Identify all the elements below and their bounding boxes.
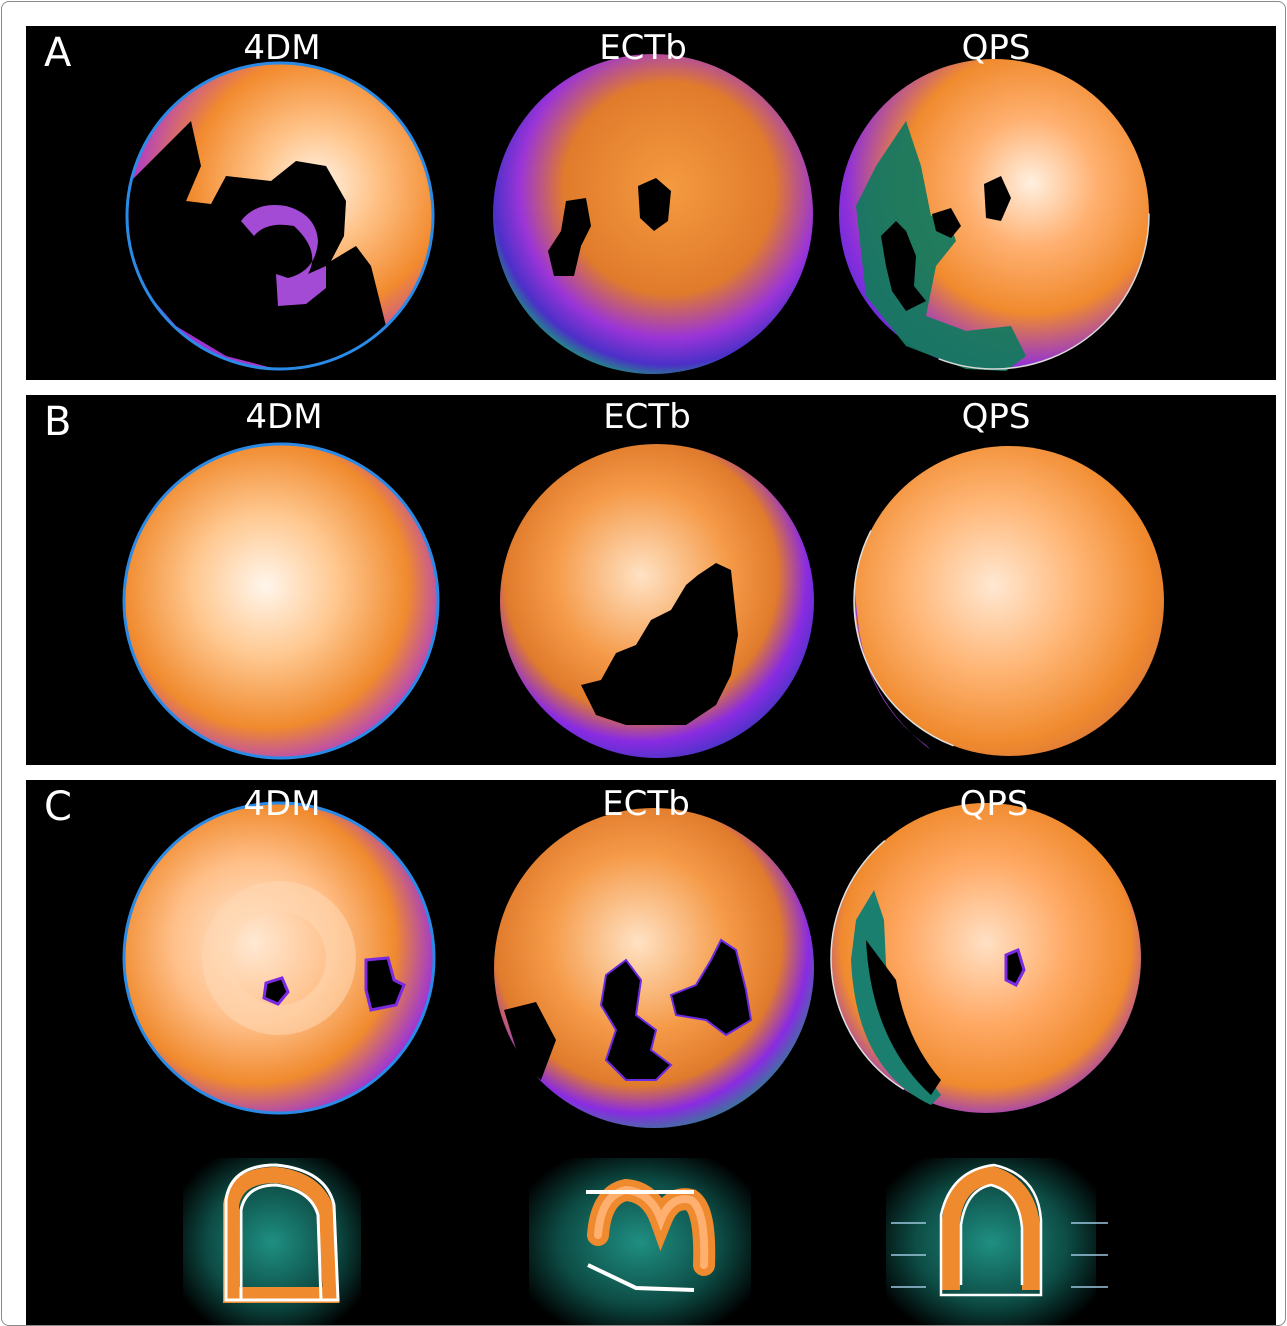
polar-map-ectb [500,444,814,758]
panel-c: C 4DM ECTb QPS [26,780,1276,1325]
panel-a: A 4DM ECTb QPS [26,26,1276,380]
panel-c-polar-maps [122,801,1142,1325]
polar-map-qps [838,58,1150,371]
panel-c-letter: C [44,784,72,830]
long-axis-ectb [529,1158,751,1325]
polar-map-ectb [493,54,813,374]
polar-map-qps [853,445,1165,757]
panel-a-letter: A [44,30,72,76]
polar-map-ectb [494,808,814,1128]
long-axis-4dm [183,1158,361,1325]
polar-map-4dm [122,442,440,760]
polar-map-4dm [125,61,435,371]
panel-b-polar-maps [122,442,1165,760]
panel-b-letter: B [44,399,72,445]
panel-a-label-4dm: 4DM [243,28,321,68]
panel-b-label-ectb: ECTb [603,397,691,437]
panel-c-label-4dm: 4DM [243,784,321,824]
panel-a-polar-maps [125,54,1150,374]
polar-map-4dm [122,801,436,1115]
panel-c-label-qps: QPS [959,784,1029,824]
panel-c-label-ectb: ECTb [602,784,690,824]
panel-b-label-qps: QPS [961,397,1031,437]
polar-map-qps [830,802,1142,1114]
panel-b: B 4DM ECTb QPS [26,395,1276,765]
panel-a-label-qps: QPS [961,28,1031,68]
panel-a-label-ectb: ECTb [599,28,687,68]
panel-b-label-4dm: 4DM [245,397,323,437]
long-axis-qps [886,1158,1108,1325]
